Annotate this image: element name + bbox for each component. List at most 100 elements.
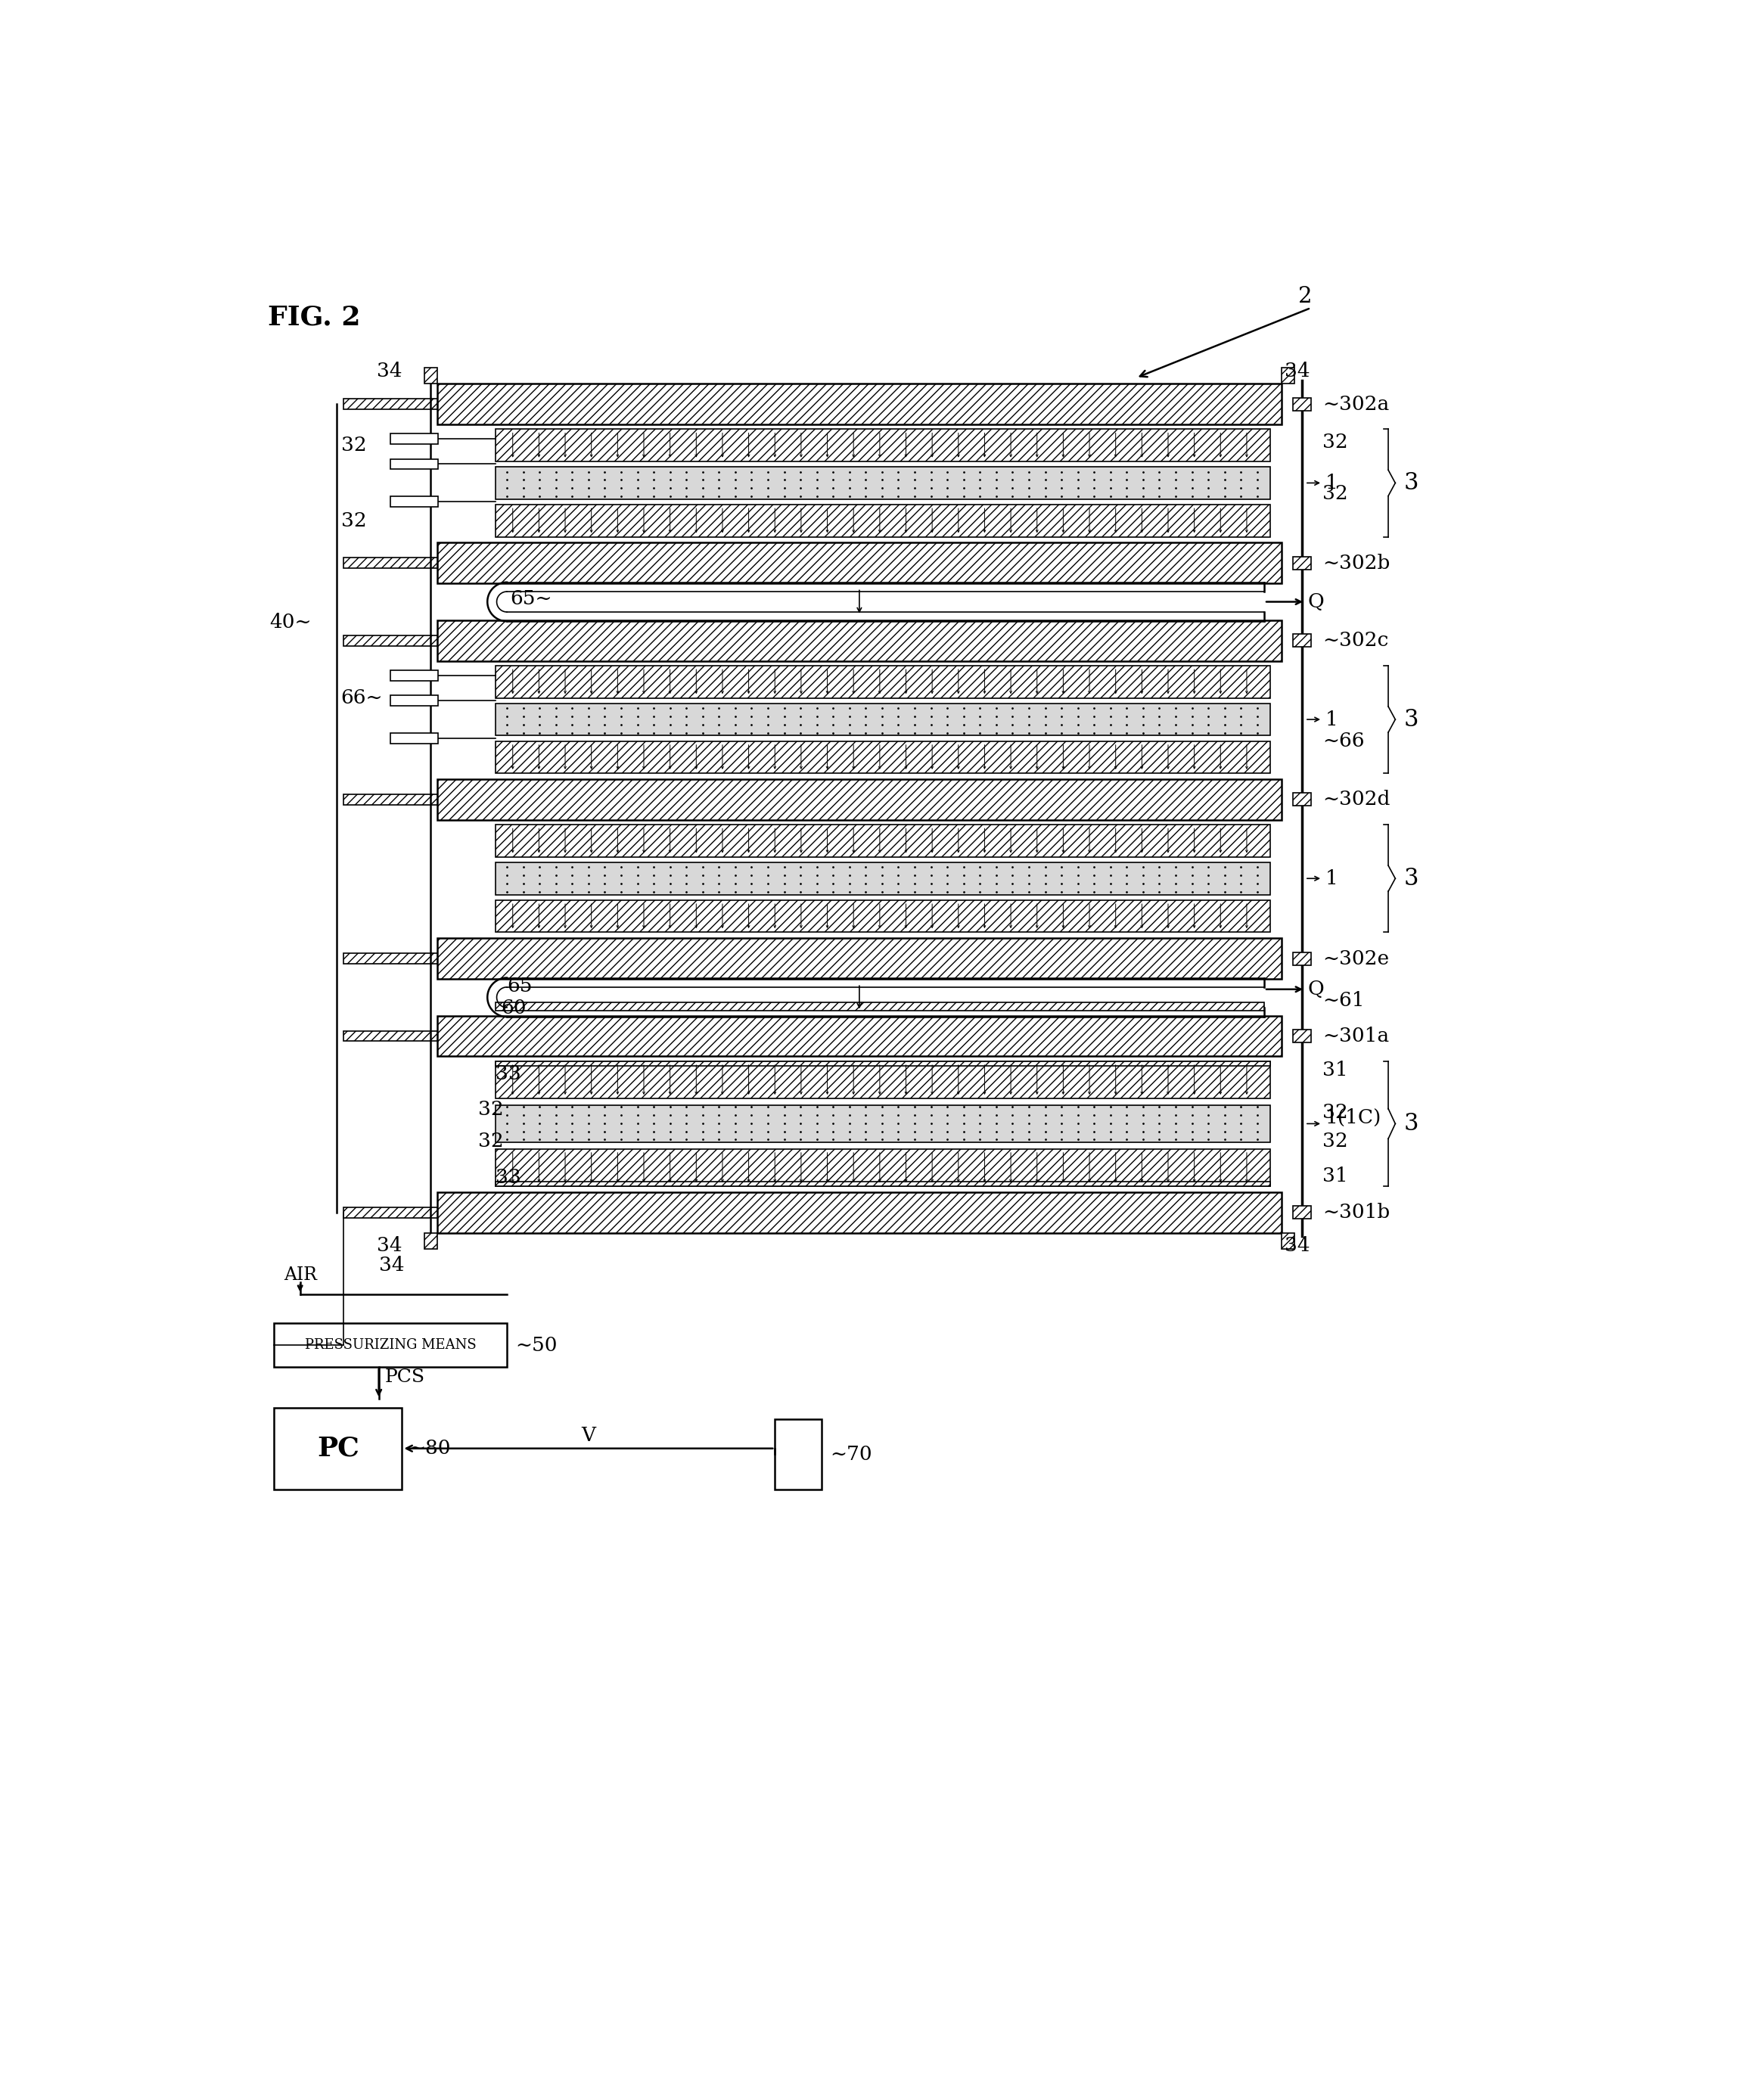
Bar — [1292, 556, 1311, 569]
Bar — [274, 1323, 507, 1367]
Text: 32: 32 — [340, 510, 367, 529]
Bar — [424, 367, 438, 384]
Bar — [391, 496, 438, 506]
Text: ~80: ~80 — [408, 1438, 452, 1457]
Bar — [495, 741, 1270, 773]
Text: 32: 32 — [1322, 433, 1348, 452]
Bar — [424, 1233, 438, 1250]
Text: Q: Q — [1308, 592, 1324, 611]
Bar — [495, 1060, 1270, 1098]
Bar — [344, 794, 438, 804]
Bar — [344, 636, 438, 647]
Text: 32: 32 — [478, 1100, 504, 1119]
Bar — [344, 559, 438, 569]
Bar — [495, 466, 1270, 500]
Text: 3: 3 — [1403, 867, 1419, 890]
Bar — [1282, 367, 1294, 384]
Bar — [495, 1002, 1265, 1010]
Text: 40~: 40~ — [269, 613, 311, 632]
Bar — [495, 1149, 1270, 1186]
Text: ~302d: ~302d — [1322, 790, 1390, 808]
Text: PCS: PCS — [384, 1369, 426, 1386]
Bar — [775, 1420, 822, 1489]
Text: 34: 34 — [377, 1237, 401, 1256]
Bar — [495, 704, 1270, 735]
Bar — [344, 1207, 438, 1218]
Text: 32: 32 — [340, 437, 367, 456]
Bar — [1292, 634, 1311, 647]
Bar — [344, 953, 438, 964]
Text: ~302c: ~302c — [1322, 632, 1388, 651]
Bar — [1292, 951, 1311, 966]
Bar — [495, 825, 1270, 857]
Bar — [1292, 1029, 1311, 1042]
Text: 2: 2 — [1298, 286, 1311, 307]
Text: PC: PC — [316, 1436, 360, 1462]
Text: 34: 34 — [1285, 1237, 1310, 1256]
Text: 34: 34 — [377, 361, 401, 380]
Text: ~302a: ~302a — [1322, 395, 1390, 414]
Text: 33: 33 — [495, 1168, 521, 1186]
Bar — [344, 399, 438, 410]
Text: V: V — [582, 1426, 596, 1445]
Text: 33: 33 — [495, 1065, 521, 1084]
Bar — [344, 1031, 438, 1042]
Text: 65: 65 — [507, 976, 532, 995]
Text: ~301a: ~301a — [1322, 1027, 1390, 1046]
Text: ~66: ~66 — [1322, 731, 1365, 750]
Text: ~50: ~50 — [516, 1336, 558, 1354]
Bar — [391, 433, 438, 443]
Text: 32: 32 — [1322, 1102, 1348, 1121]
Text: 66~: 66~ — [340, 689, 382, 708]
Text: 1: 1 — [1325, 710, 1337, 729]
Bar — [495, 1105, 1270, 1142]
Text: 32: 32 — [478, 1132, 504, 1151]
Text: ~301b: ~301b — [1322, 1203, 1390, 1222]
Text: ~302b: ~302b — [1322, 554, 1390, 573]
Bar — [438, 1016, 1282, 1056]
Text: Q: Q — [1308, 981, 1324, 1000]
Text: 60: 60 — [500, 1000, 526, 1018]
Text: 31: 31 — [1322, 1060, 1348, 1079]
Bar — [391, 670, 438, 680]
Bar — [1292, 1205, 1311, 1218]
Bar — [391, 460, 438, 468]
Bar — [438, 779, 1282, 819]
Text: ~302e: ~302e — [1322, 949, 1390, 968]
Text: ~61: ~61 — [1322, 991, 1365, 1010]
Text: 32: 32 — [1322, 1132, 1348, 1151]
Bar — [1292, 794, 1311, 806]
Text: AIR: AIR — [283, 1266, 316, 1283]
Text: FIG. 2: FIG. 2 — [267, 304, 361, 330]
Text: 3: 3 — [1403, 470, 1419, 496]
Bar — [438, 542, 1282, 584]
Text: 1: 1 — [1325, 869, 1337, 888]
Text: 1: 1 — [1325, 472, 1337, 491]
Text: 65~: 65~ — [511, 590, 552, 609]
Text: 3: 3 — [1403, 708, 1419, 731]
Bar — [1282, 1233, 1294, 1250]
Bar — [495, 901, 1270, 932]
Text: 31: 31 — [1322, 1166, 1348, 1184]
Text: 34: 34 — [379, 1256, 405, 1275]
Bar — [391, 733, 438, 743]
Bar — [438, 619, 1282, 662]
Bar — [495, 428, 1270, 462]
Text: 3: 3 — [1403, 1113, 1419, 1136]
Bar — [438, 384, 1282, 424]
Bar — [391, 695, 438, 706]
Bar — [438, 1193, 1282, 1233]
Text: ~70: ~70 — [830, 1445, 872, 1464]
Bar — [495, 504, 1270, 538]
Bar — [495, 666, 1270, 697]
Bar — [495, 863, 1270, 895]
Text: PRESSURIZING MEANS: PRESSURIZING MEANS — [304, 1338, 476, 1352]
Bar — [1292, 397, 1311, 410]
Text: 32: 32 — [1322, 485, 1348, 504]
Bar — [438, 939, 1282, 979]
Bar — [495, 1060, 1270, 1065]
Text: 34: 34 — [1285, 361, 1310, 380]
Text: 1(1C): 1(1C) — [1325, 1109, 1381, 1128]
Bar — [495, 1182, 1270, 1186]
Bar — [274, 1407, 401, 1489]
